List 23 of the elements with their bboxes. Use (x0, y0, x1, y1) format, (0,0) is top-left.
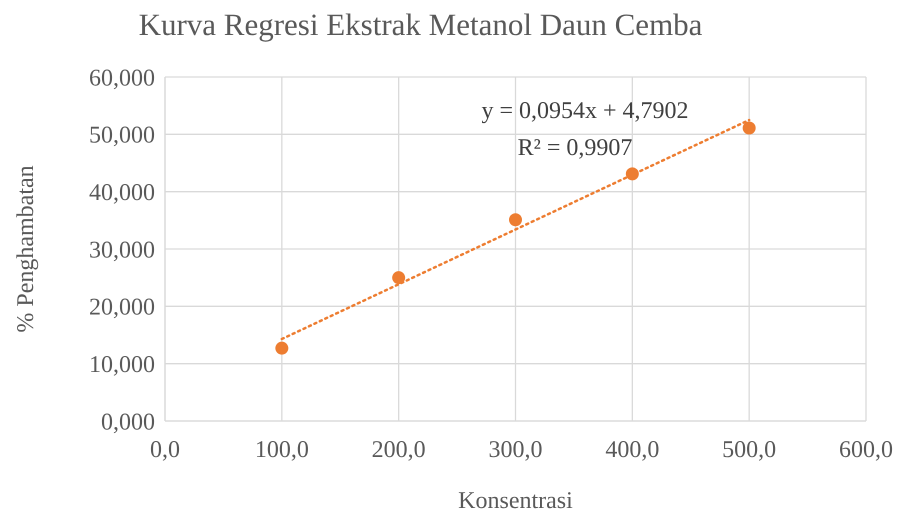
x-tick-label: 0,0 (150, 437, 180, 463)
x-tick-label: 500,0 (722, 437, 776, 463)
chart-title: Kurva Regresi Ekstrak Metanol Daun Cemba (138, 7, 703, 42)
y-tick-label: 40,000 (89, 180, 155, 206)
x-axis-title: Konsentrasi (458, 488, 574, 514)
x-tick-label: 200,0 (372, 437, 426, 463)
y-tick-label: 50,000 (89, 122, 155, 149)
point (275, 342, 288, 355)
y-tick-label: 20,000 (89, 294, 155, 321)
annotation: y = 0,0954x + 4,7902 (481, 98, 689, 124)
point (742, 122, 756, 135)
x-tick-label: 100,0 (254, 437, 309, 463)
x-tick-label: 400,0 (605, 437, 660, 463)
y-tick-label: 60,000 (89, 65, 155, 92)
annotation: R² = 0,9907 (518, 135, 632, 161)
x-tick-label: 300,0 (488, 437, 542, 463)
point (509, 213, 522, 226)
x-tick-label: 600,0 (839, 437, 893, 463)
y-tick-label: 0,000 (101, 409, 155, 436)
y-tick-label: 10,000 (89, 352, 155, 378)
y-axis-title: % Penghambatan (13, 165, 39, 333)
point (392, 271, 406, 284)
y-tick-label: 30,000 (89, 237, 155, 264)
